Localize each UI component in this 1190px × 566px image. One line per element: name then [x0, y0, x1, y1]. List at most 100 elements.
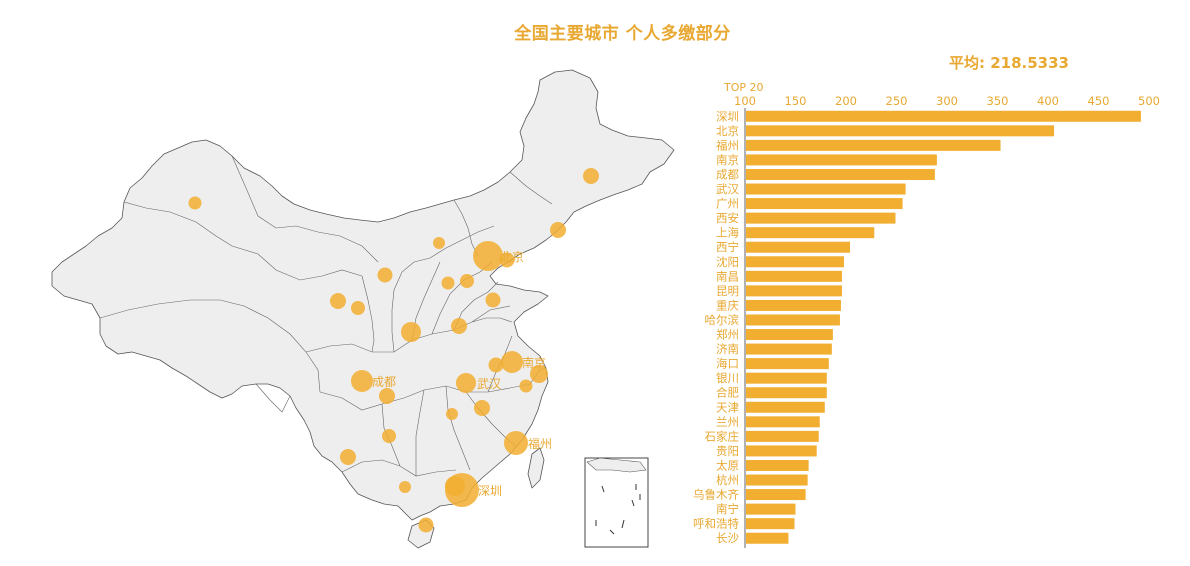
bubble-shanghai[interactable] [530, 365, 548, 383]
bar[interactable] [746, 532, 789, 544]
chart-title: 全国主要城市 个人多缴部分 [514, 24, 731, 44]
bar[interactable] [746, 270, 842, 282]
x-tick-label: 350 [987, 94, 1009, 108]
bubble-kunming[interactable] [340, 449, 356, 465]
bubble-nanjing[interactable] [501, 351, 523, 373]
bubble-jinan[interactable] [485, 292, 501, 308]
category-label: 太原 [716, 458, 739, 472]
bubble-urumqi[interactable] [188, 196, 202, 210]
bubble-xian[interactable] [401, 322, 421, 342]
bubble-nanchang[interactable] [474, 400, 490, 416]
bubble-chongqing[interactable] [379, 388, 395, 404]
bubble-nanning[interactable] [399, 481, 411, 493]
bubble-wuhan[interactable] [456, 373, 476, 393]
bar[interactable] [746, 329, 833, 341]
bar[interactable] [746, 401, 825, 413]
bubble-shenyang[interactable] [550, 222, 566, 238]
bubble-xining[interactable] [330, 293, 346, 309]
inset-coast [586, 457, 647, 473]
bubble-hohhot[interactable] [433, 237, 445, 249]
bubble-shijiazhuang[interactable] [460, 274, 474, 288]
category-label: 长沙 [716, 531, 739, 545]
category-label: 呼和浩特 [693, 517, 739, 531]
bar[interactable] [746, 474, 808, 486]
x-tick-label: 100 [734, 94, 756, 108]
bubble-guiyang[interactable] [382, 429, 396, 443]
bar[interactable] [746, 459, 809, 471]
bar[interactable] [746, 387, 827, 399]
bubble-harbin[interactable] [583, 168, 599, 184]
category-label: 深圳 [716, 109, 739, 123]
category-label: 济南 [716, 342, 739, 356]
bar[interactable] [746, 168, 935, 180]
map-label-wuhan: 武汉 [477, 377, 501, 391]
bar[interactable] [746, 314, 840, 326]
bar[interactable] [746, 256, 844, 268]
bubble-zhengzhou[interactable] [451, 318, 467, 334]
category-label: 上海 [716, 226, 739, 240]
bubble-chengdu[interactable] [351, 370, 373, 392]
category-label: 南京 [716, 153, 739, 167]
bar[interactable] [746, 299, 841, 311]
bar[interactable] [746, 503, 796, 515]
bar[interactable] [746, 343, 832, 355]
bubble-beijing[interactable] [473, 241, 503, 271]
bar-chart: 100 150 200 250 300 350 400 450 500 深圳北京福州南京成都武汉广… [693, 94, 1160, 548]
category-label: 沈阳 [716, 255, 739, 269]
category-label: 武汉 [716, 182, 739, 196]
category-label: 西宁 [716, 240, 739, 254]
bubble-guangzhou[interactable] [445, 476, 465, 496]
bar[interactable] [746, 212, 896, 224]
bar[interactable] [746, 198, 903, 210]
south-china-sea-inset [584, 457, 649, 548]
bar[interactable] [746, 430, 819, 442]
category-label: 广州 [716, 197, 739, 211]
map-outline [51, 69, 675, 521]
bubble-changsha[interactable] [446, 408, 458, 420]
category-label: 哈尔滨 [705, 313, 740, 327]
map-label-fuzhou: 福州 [528, 436, 552, 451]
bar[interactable] [746, 125, 1055, 137]
bar[interactable] [746, 110, 1141, 122]
bar[interactable] [746, 154, 937, 166]
category-label: 天津 [716, 400, 739, 414]
bar[interactable] [746, 285, 842, 297]
bar[interactable] [746, 183, 906, 195]
bar[interactable] [746, 227, 875, 239]
bar[interactable] [746, 358, 829, 370]
top-label: TOP 20 [724, 81, 764, 94]
bubble-fuzhou[interactable] [504, 431, 528, 455]
map-borders [99, 155, 553, 477]
bar[interactable] [746, 416, 820, 428]
bar[interactable] [746, 445, 817, 457]
category-label: 兰州 [716, 415, 739, 429]
map-label-nanjing: 南京 [522, 355, 546, 370]
x-tick-label: 500 [1138, 94, 1160, 108]
x-tick-label: 400 [1037, 94, 1059, 108]
category-label: 北京 [716, 124, 739, 138]
category-label: 昆明 [716, 284, 739, 298]
map-taiwan [527, 447, 545, 489]
city-bubbles[interactable] [188, 168, 600, 533]
bubble-haikou[interactable] [418, 517, 434, 533]
bubble-taiyuan[interactable] [441, 276, 455, 290]
bar[interactable] [746, 139, 1001, 151]
bubble-tianjin[interactable] [499, 252, 515, 268]
bar[interactable] [746, 518, 795, 530]
bar[interactable] [746, 372, 827, 384]
bubble-hangzhou[interactable] [519, 379, 533, 393]
bubble-lanzhou[interactable] [351, 301, 365, 315]
bar[interactable] [746, 489, 806, 501]
bubble-hefei[interactable] [488, 357, 504, 373]
category-label: 重庆 [716, 298, 739, 312]
category-label: 乌鲁木齐 [693, 488, 739, 502]
bar[interactable] [746, 241, 851, 253]
category-label: 海口 [716, 357, 739, 371]
map-label-beijing: 北京 [500, 250, 524, 264]
bubble-yinchuan[interactable] [377, 267, 393, 283]
category-label: 银川 [716, 371, 739, 385]
category-label: 成都 [716, 167, 739, 181]
category-label: 合肥 [716, 386, 739, 400]
category-label: 南昌 [716, 269, 739, 283]
